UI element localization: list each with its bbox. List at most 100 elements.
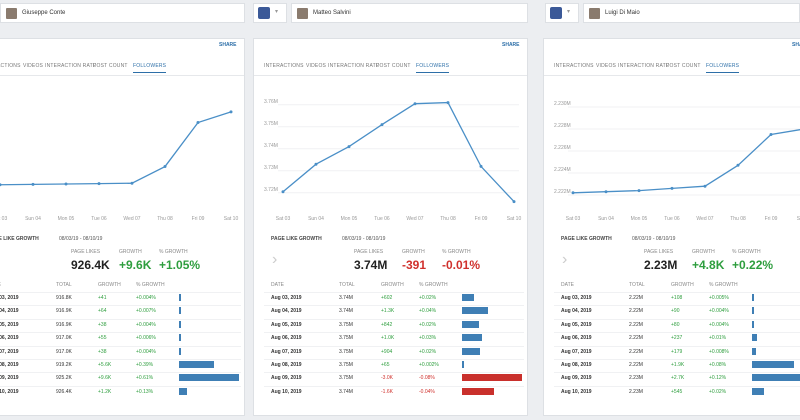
summary-label: GROWTH: [119, 249, 142, 255]
tab[interactable]: POST COUNT: [666, 63, 701, 69]
point: [130, 181, 134, 185]
facebook-icon: [550, 7, 562, 19]
profile-selector[interactable]: Matteo Salvini: [291, 3, 528, 23]
x-tick-label: Sat 10: [224, 216, 239, 222]
column-header: % GROWTH: [709, 282, 738, 288]
cell: -1.6K: [381, 388, 393, 395]
profile-selector[interactable]: Luigi Di Maio: [583, 3, 800, 23]
row-divider: [264, 359, 524, 360]
row-divider: [0, 385, 241, 387]
cell: +0.004%: [709, 321, 729, 328]
point: [703, 184, 707, 188]
chart: Sat 03 Sun 04 Mon 05 Tue 06 Wed 07 Thu 08 Fri …: [0, 110, 239, 222]
y-tick-label: 3.76M: [264, 99, 278, 105]
x-tick-label: Fri 09: [765, 216, 778, 222]
row-divider: [0, 305, 241, 307]
tab[interactable]: INTERACTIONS: [554, 63, 594, 69]
tab-divider: [0, 75, 244, 76]
summary-title: PAGE LIKE GROWTH: [0, 236, 39, 242]
tab[interactable]: INTERACTION RATE: [328, 63, 380, 69]
row-divider: [554, 385, 800, 387]
tab[interactable]: FOLLOWERS: [416, 63, 450, 73]
cell: +0.002%: [419, 362, 439, 368]
summary-value: 3.74M: [354, 258, 388, 272]
cell: +38: [98, 348, 107, 355]
row-divider: [554, 359, 800, 360]
row-divider: [264, 305, 524, 307]
row-divider: [264, 318, 524, 320]
growth-bar: [752, 307, 754, 315]
cell: +0.01%: [709, 335, 727, 342]
tab-divider: [544, 75, 800, 76]
cell: Aug 09, 2019: [271, 375, 302, 382]
growth-bar: [752, 334, 758, 342]
row-divider: [0, 359, 241, 360]
tab[interactable]: VIDEOS: [306, 63, 327, 69]
point: [446, 101, 450, 105]
y-tick-label: 2.228M: [554, 123, 571, 129]
cell: +0.02%: [419, 295, 437, 301]
share-button[interactable]: SHARE: [792, 42, 800, 48]
cell: +0.004%: [136, 321, 156, 328]
tab[interactable]: POST COUNT: [376, 63, 411, 69]
tab[interactable]: INTERACTION RATE: [618, 63, 670, 69]
facebook-selector[interactable]: ▾: [545, 3, 579, 23]
row-divider: [264, 292, 524, 293]
cell: +55: [98, 335, 107, 342]
line: [0, 111, 232, 186]
cell: Aug 07, 2019: [0, 348, 19, 355]
cell: 2.22M: [629, 348, 643, 355]
growth-bar: [179, 334, 181, 342]
point: [637, 189, 641, 193]
column-header: DATE: [271, 282, 284, 288]
summary-label: % GROWTH: [159, 249, 188, 255]
point: [0, 183, 2, 187]
cell: +0.005%: [709, 295, 729, 301]
row-divider: [264, 332, 524, 334]
facebook-selector[interactable]: ▾: [253, 3, 287, 23]
point: [229, 110, 233, 114]
cell: Aug 09, 2019: [561, 375, 592, 382]
growth-bar: [179, 347, 181, 355]
cell: 916.8K: [56, 295, 72, 301]
point: [196, 121, 200, 125]
cell: Aug 04, 2019: [561, 308, 592, 315]
growth-bar: [752, 320, 754, 328]
x-tick-label: Mon 05: [631, 216, 648, 222]
summary-value: -391: [402, 258, 427, 272]
date-range: 08/03/19 - 08/10/19: [59, 236, 103, 242]
summary-value: +9.6K: [119, 258, 152, 272]
tab[interactable]: INTERACTIONS: [0, 63, 21, 69]
cell: +0.007%: [136, 308, 156, 315]
cell: +904: [381, 348, 393, 355]
tab[interactable]: INTERACTION RATE: [45, 63, 97, 69]
tab[interactable]: VIDEOS: [596, 63, 617, 69]
cell: Aug 05, 2019: [561, 321, 592, 328]
share-button[interactable]: SHARE: [502, 42, 520, 48]
cell: +108: [671, 295, 683, 301]
tab[interactable]: FOLLOWERS: [706, 63, 740, 73]
y-tick-label: 3.73M: [264, 165, 278, 171]
point: [380, 123, 384, 127]
point: [281, 190, 285, 194]
tab[interactable]: VIDEOS: [23, 63, 44, 69]
x-tick-label: Thu 08: [730, 216, 746, 222]
x-tick-label: Sun 04: [598, 216, 614, 222]
growth-bar: [179, 361, 214, 368]
profile-selector[interactable]: Giuseppe Conte: [0, 3, 245, 23]
line: [572, 129, 800, 194]
tab[interactable]: FOLLOWERS: [133, 63, 167, 73]
x-tick-label: Tue 06: [664, 216, 680, 222]
share-button[interactable]: SHARE: [219, 42, 237, 48]
cell: 3.74M: [339, 388, 353, 395]
cell: 916.9K: [56, 321, 72, 328]
summary-value: 926.4K: [71, 258, 110, 272]
row-divider: [554, 292, 800, 293]
row-divider: [264, 345, 524, 347]
y-tick-label: 2.226M: [554, 145, 571, 151]
tab[interactable]: INTERACTIONS: [264, 63, 304, 69]
tab[interactable]: POST COUNT: [93, 63, 128, 69]
cell: 925.2K: [56, 375, 72, 382]
x-tick-label: Sat 10: [507, 216, 522, 222]
